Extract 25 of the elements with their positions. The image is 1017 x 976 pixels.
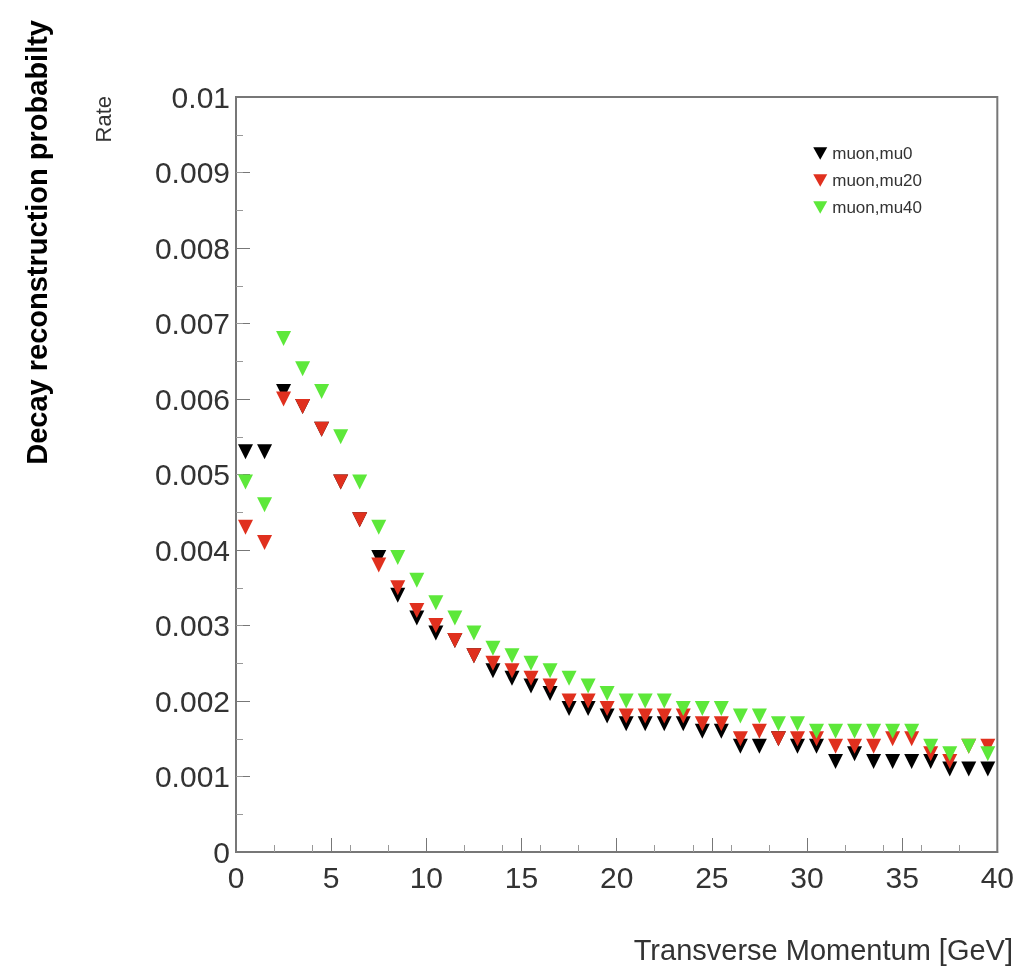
y-tick-label: 0.004	[154, 533, 230, 567]
y-tick-label: 0.006	[154, 382, 230, 416]
y-tick-label: 0.002	[154, 684, 230, 718]
legend-label: muon,mu20	[832, 171, 923, 190]
y-tick-label: 0.005	[154, 458, 230, 491]
x-tick-label: 35	[885, 860, 919, 894]
x-tick-label: 25	[695, 860, 729, 894]
legend-label: muon,mu0	[832, 144, 913, 163]
y-tick-label: 0.01	[171, 80, 230, 114]
y-tick-label: 0.007	[154, 307, 230, 340]
text: Rate	[90, 95, 116, 143]
x-tick-label: 30	[790, 860, 824, 894]
x-axis-title: Transverse Momentum [GeV]	[633, 933, 1013, 966]
y-tick-label: 0.008	[154, 231, 230, 265]
y-tick-label: 0.009	[154, 156, 230, 189]
x-tick-label: 40	[980, 860, 1014, 894]
x-tick-label: 5	[322, 860, 340, 894]
y-tick-label: 0.003	[154, 609, 230, 642]
x-tick-label: 15	[504, 860, 539, 894]
y-axis-title: Decay reconstruction probabilty	[20, 19, 53, 465]
x-tick-label: 20	[599, 860, 634, 894]
legend-label: muon,mu40	[832, 198, 923, 217]
y-tick-label: 0	[213, 835, 230, 869]
y-tick-label: 0.001	[154, 760, 230, 793]
x-tick-label: 10	[409, 860, 444, 894]
